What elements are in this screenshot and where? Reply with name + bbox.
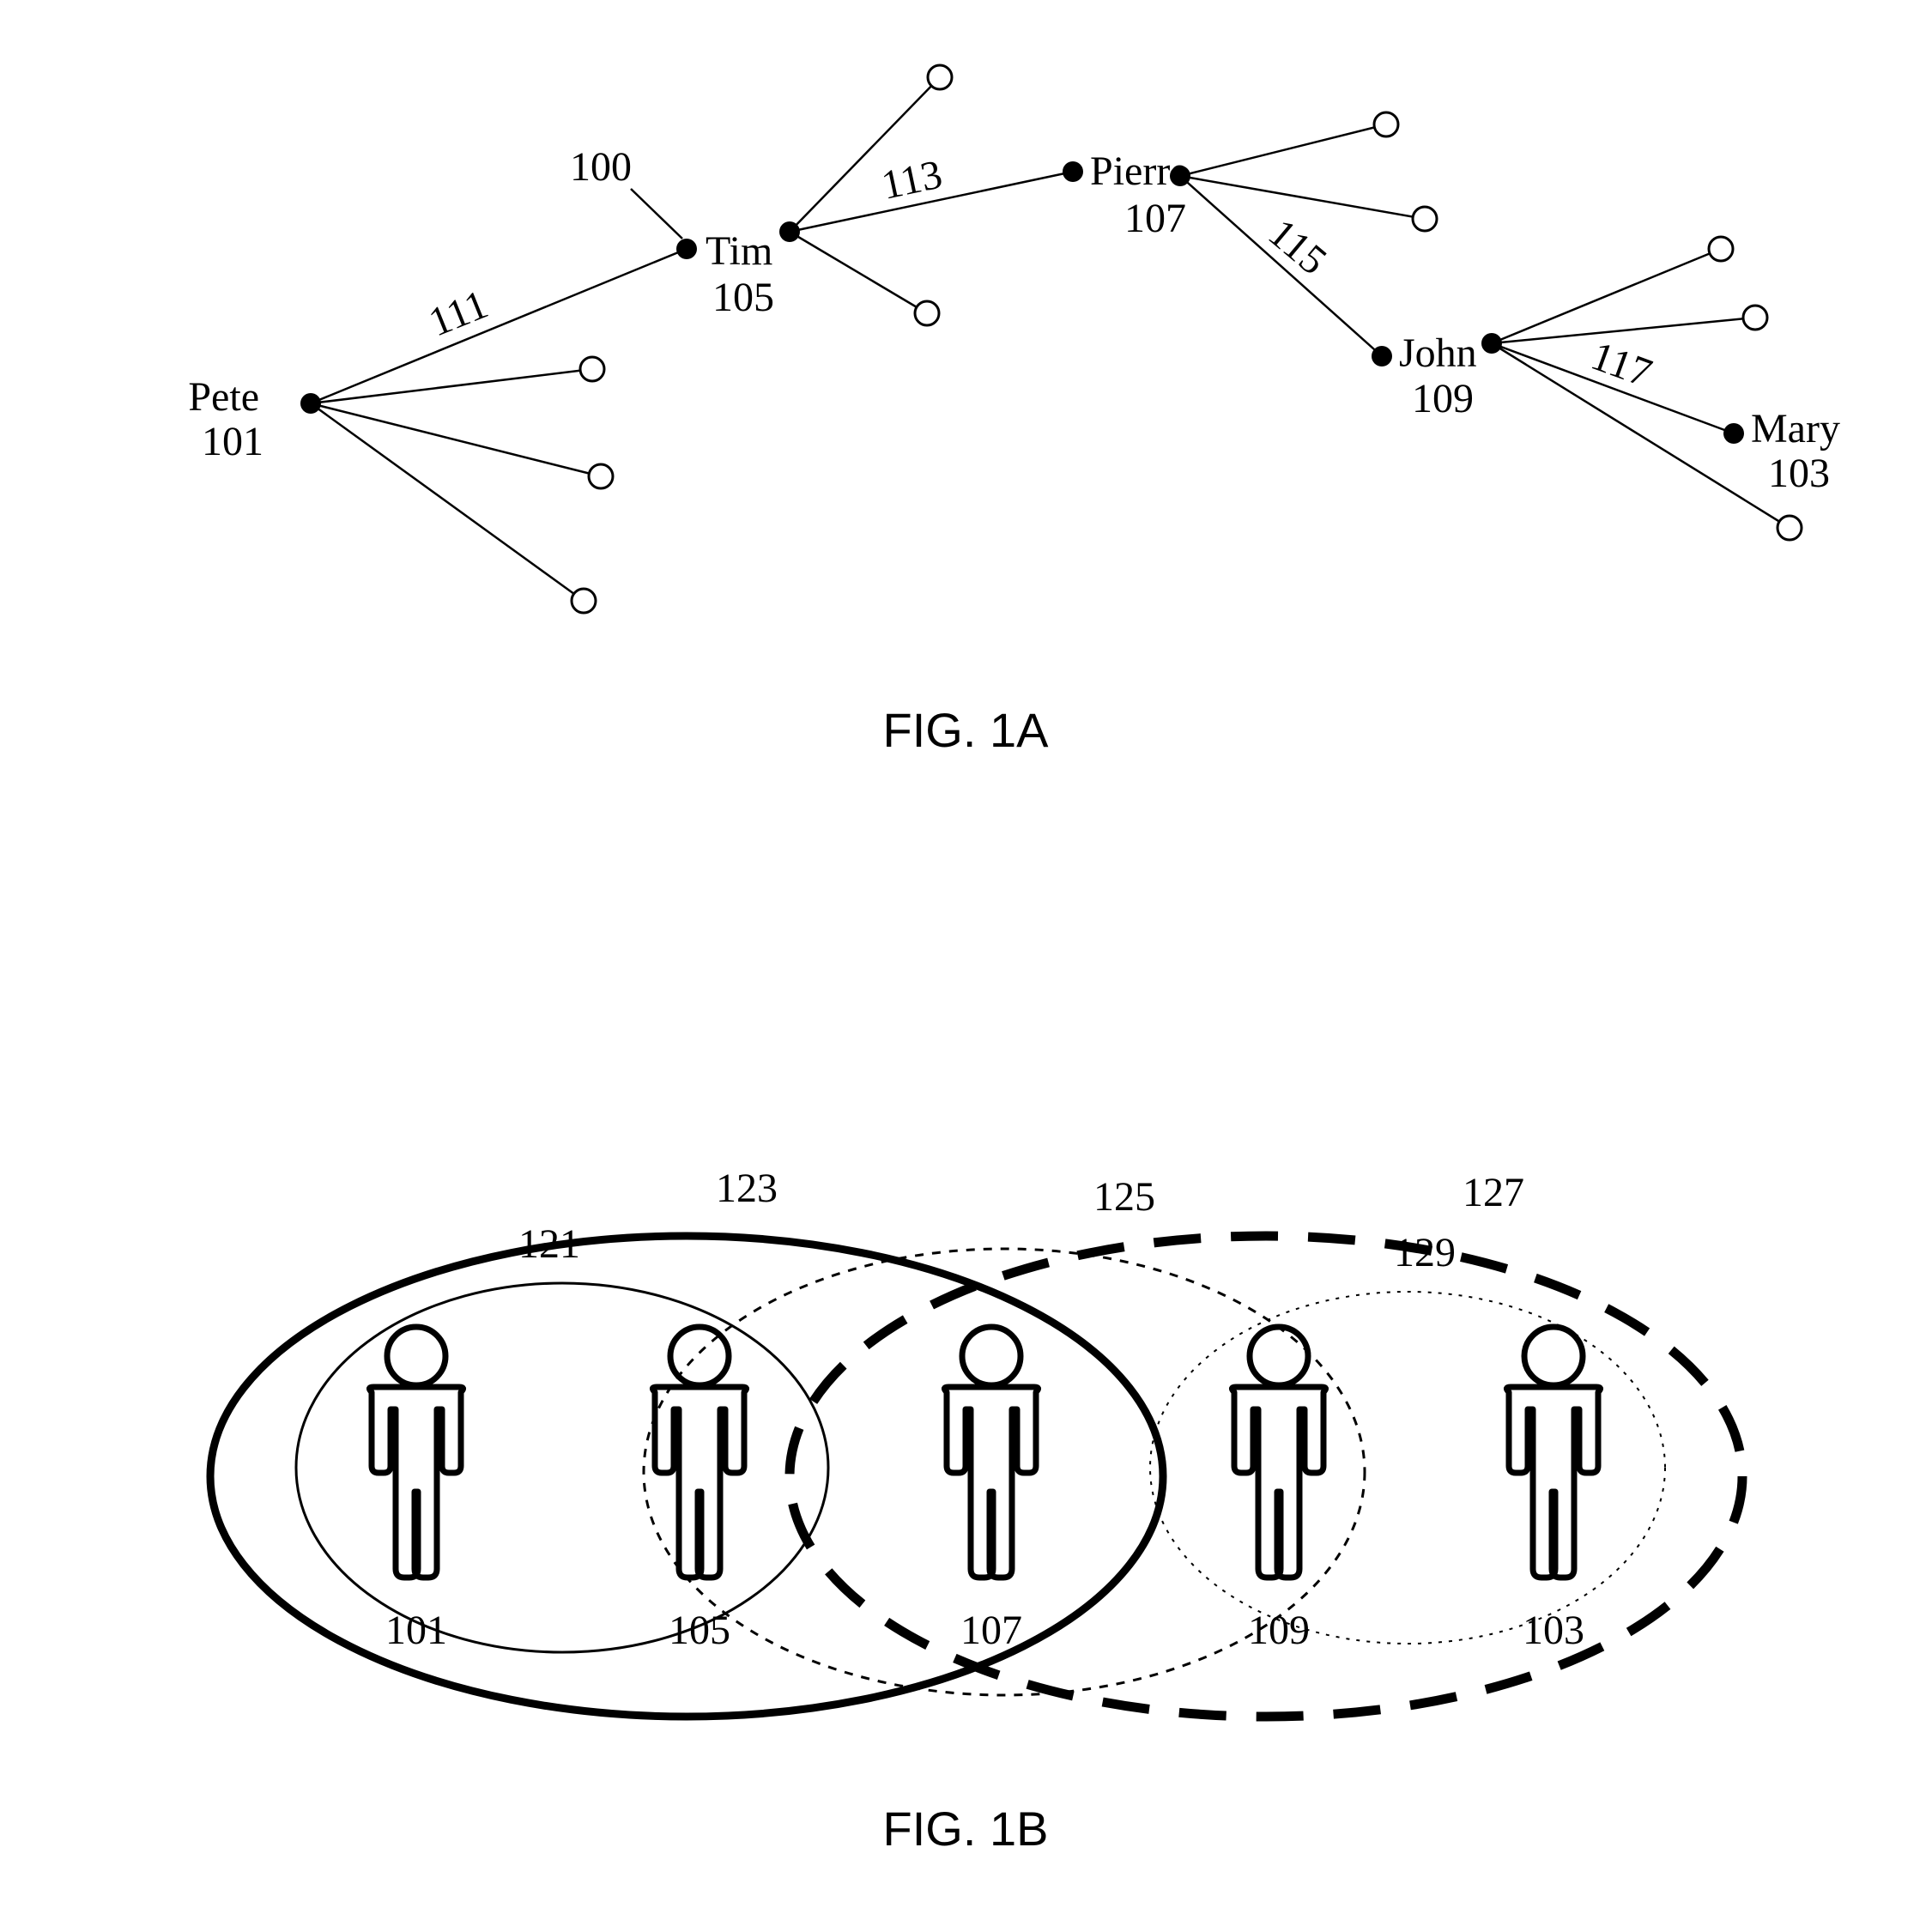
graph-node [1723,423,1744,444]
graph-node [1481,333,1502,354]
group-ellipse [296,1283,828,1652]
node-ref: 105 [712,275,774,320]
graph-node-hollow [1778,516,1802,540]
leader-line [631,189,682,239]
graph-edge [1180,176,1425,219]
fig-1a: 111113115117Pete101Tim105Pierre107John10… [188,65,1840,757]
ref-label: 100 [570,144,632,190]
node-ref: 109 [1412,376,1474,421]
graph-node-hollow [1709,237,1733,261]
graph-node-hollow [589,464,613,488]
person-icon [1506,1327,1600,1578]
graph-node [1170,166,1190,186]
graph-edge [1180,124,1386,176]
node-label: John [1399,330,1477,376]
graph-edge [311,403,584,601]
graph-node-hollow [1413,207,1437,231]
graph-edge [1492,318,1755,343]
edge-ref: 115 [1260,210,1335,284]
node-ref: 107 [1124,196,1186,241]
node-ref: 103 [1768,451,1830,496]
node-label: Tim [706,228,772,274]
node-ref: 101 [202,419,263,464]
node-label: Mary [1751,406,1840,451]
ellipse-ref: 123 [716,1166,778,1211]
person-icon [369,1327,463,1578]
graph-edge [790,232,927,313]
graph-node [779,221,800,242]
person-icon [652,1327,746,1578]
person-ref: 107 [960,1608,1022,1653]
graph-node-hollow [915,301,939,325]
person-ref: 105 [669,1608,730,1653]
graph-edge [790,77,940,232]
node-label: Pete [188,374,259,420]
graph-edge [1492,249,1721,343]
figure-caption: FIG. 1B [883,1802,1049,1856]
graph-edge [1180,176,1382,356]
graph-node [676,239,697,259]
graph-node [300,393,321,414]
ellipse-ref: 129 [1394,1230,1456,1275]
person-ref: 101 [385,1608,447,1653]
ellipse-ref: 121 [518,1221,580,1267]
figure-caption: FIG. 1A [883,703,1050,757]
person-icon [944,1327,1038,1578]
edge-ref: 117 [1585,333,1657,397]
graph-node [1063,161,1083,182]
person-ref: 103 [1523,1608,1584,1653]
person-icon [1232,1327,1325,1578]
group-ellipse [1150,1292,1665,1644]
graph-node [1372,346,1392,366]
graph-node-hollow [1374,112,1398,136]
graph-edge [311,403,601,476]
graph-node-hollow [1743,306,1767,330]
ellipse-ref: 125 [1093,1174,1155,1220]
person-ref: 109 [1248,1608,1310,1653]
graph-node-hollow [580,357,604,381]
fig-1b: 121 123 125 127129 101 105 107 109 103 FIG. 1B [210,1166,1742,1856]
graph-node-hollow [928,65,952,89]
ellipse-ref: 127 [1463,1170,1524,1215]
graph-node-hollow [572,589,596,613]
edge-ref: 111 [422,282,494,346]
